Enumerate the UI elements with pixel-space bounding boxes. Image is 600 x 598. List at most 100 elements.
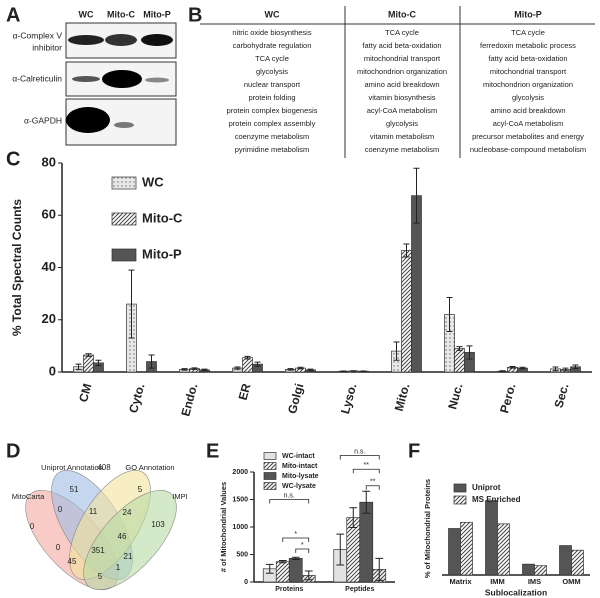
y-axis-label: % of Mitochondrial Proteins: [423, 479, 432, 578]
antibody-label: α-Complex V: [13, 30, 63, 40]
error-bar: [403, 243, 410, 258]
bar: [401, 250, 412, 373]
error-bar: [466, 345, 473, 360]
band: [66, 107, 110, 133]
x-tick-label: Cyto.: [126, 382, 147, 415]
antibody-label: α-GAPDH: [24, 115, 62, 125]
legend-swatch: [111, 176, 137, 190]
table-cell: amino acid breakdown: [364, 80, 439, 89]
panel-letter: A: [6, 4, 20, 26]
table-cell: precursor metabolites and energy: [472, 132, 584, 141]
table-cell: fatty acid beta-oxidation: [362, 41, 441, 50]
error-bar: [562, 367, 569, 372]
legend-label: MS Enriched: [472, 495, 521, 504]
bar: [359, 501, 374, 583]
bar: [522, 563, 535, 576]
bracket: [365, 485, 380, 490]
error-bar: [181, 368, 188, 371]
panel-letter: C: [6, 148, 20, 170]
x-tick-label: Nuc.: [445, 382, 465, 411]
x-tick-label: ER: [236, 382, 254, 402]
band: [145, 77, 169, 83]
set-label: MitoCarta: [12, 492, 45, 501]
band: [68, 35, 104, 45]
x-tick-label: Peptides: [345, 586, 374, 593]
table-cell: acyl-CoA metabolism: [367, 106, 437, 115]
lane-label: Mito-C: [107, 9, 135, 19]
bracket: [282, 537, 310, 542]
bar: [485, 500, 498, 576]
y-tick-label: 2000: [232, 469, 248, 476]
error-bar: [75, 363, 82, 370]
legend-label: Uniprot: [472, 483, 501, 492]
antibody-label: inhibitor: [32, 42, 62, 52]
error-bar: [254, 361, 261, 367]
error-bar: [95, 359, 102, 366]
error-bar: [148, 354, 155, 369]
error-bar: [191, 367, 198, 370]
blot: [65, 22, 177, 146]
y-axis-label: # of Mitochondrial Values: [219, 482, 228, 572]
table-lines: [200, 6, 595, 158]
error-bar: [128, 269, 135, 339]
table-cell: mitochondrial transport: [364, 54, 441, 63]
error-bar: [413, 167, 420, 224]
significance-label: **: [364, 462, 370, 469]
significance-label: n.s.: [284, 492, 295, 499]
x-tick-label: Matrix: [449, 577, 472, 586]
bracket: [339, 455, 380, 460]
region-count: 24: [123, 508, 132, 517]
legend-label: WC: [142, 174, 164, 189]
legend-label: Mito-P: [142, 246, 182, 261]
band: [105, 34, 137, 46]
column-header: Mito-P: [514, 9, 542, 19]
band: [102, 70, 142, 88]
bar: [454, 348, 465, 373]
error-bar: [519, 366, 526, 370]
x-tick-label: Golgi: [285, 382, 306, 415]
y-tick-label: 20: [42, 311, 56, 326]
legend-swatch: [453, 495, 467, 505]
error-bar: [307, 368, 314, 372]
table-cell: coenzyme metabolism: [365, 145, 440, 154]
bracket: [352, 468, 380, 474]
region-count: 408: [97, 463, 111, 472]
band: [141, 34, 173, 46]
error-bar: [456, 346, 463, 351]
error-bar: [287, 368, 294, 371]
legend-label: Mito-C: [142, 210, 183, 225]
table-cell: nitric oxide biosynthesis: [232, 28, 311, 37]
error-bar: [393, 341, 400, 361]
region-count: 0: [58, 505, 63, 514]
region-count: 51: [70, 485, 79, 494]
band: [72, 76, 100, 82]
legend-label: Mito-intact: [282, 463, 318, 470]
error-bar: [375, 557, 384, 581]
x-axis-label: Sublocalization: [485, 587, 547, 597]
legend-swatch: [263, 452, 277, 460]
error-bar: [509, 366, 516, 369]
error-bar: [360, 370, 367, 372]
bar: [571, 549, 584, 576]
lane-label: WC: [79, 9, 94, 19]
significance-label: *: [301, 542, 304, 549]
x-tick-label: IMS: [528, 577, 541, 586]
bracket: [269, 499, 310, 504]
y-tick-label: 40: [42, 259, 56, 274]
bar: [460, 521, 473, 576]
set-label: IMPI: [172, 492, 187, 501]
table-cell: nuclear transport: [244, 80, 301, 89]
error-bar: [552, 366, 559, 372]
region-count: 0: [30, 522, 35, 531]
table-cell: ferredoxin metabolic process: [480, 41, 576, 50]
region-count: 11: [89, 507, 98, 516]
table-cell: amino acid breakdown: [490, 106, 565, 115]
table-cell: fatty acid beta-oxidation: [488, 54, 567, 63]
legend-swatch: [111, 212, 137, 226]
region-count: 45: [68, 557, 77, 566]
legend-swatch: [111, 248, 137, 262]
region-count: 5: [98, 572, 103, 581]
set-label: GO Annotation: [125, 463, 174, 472]
significance-label: *: [294, 531, 297, 538]
x-tick-label: Mito.: [392, 382, 413, 413]
